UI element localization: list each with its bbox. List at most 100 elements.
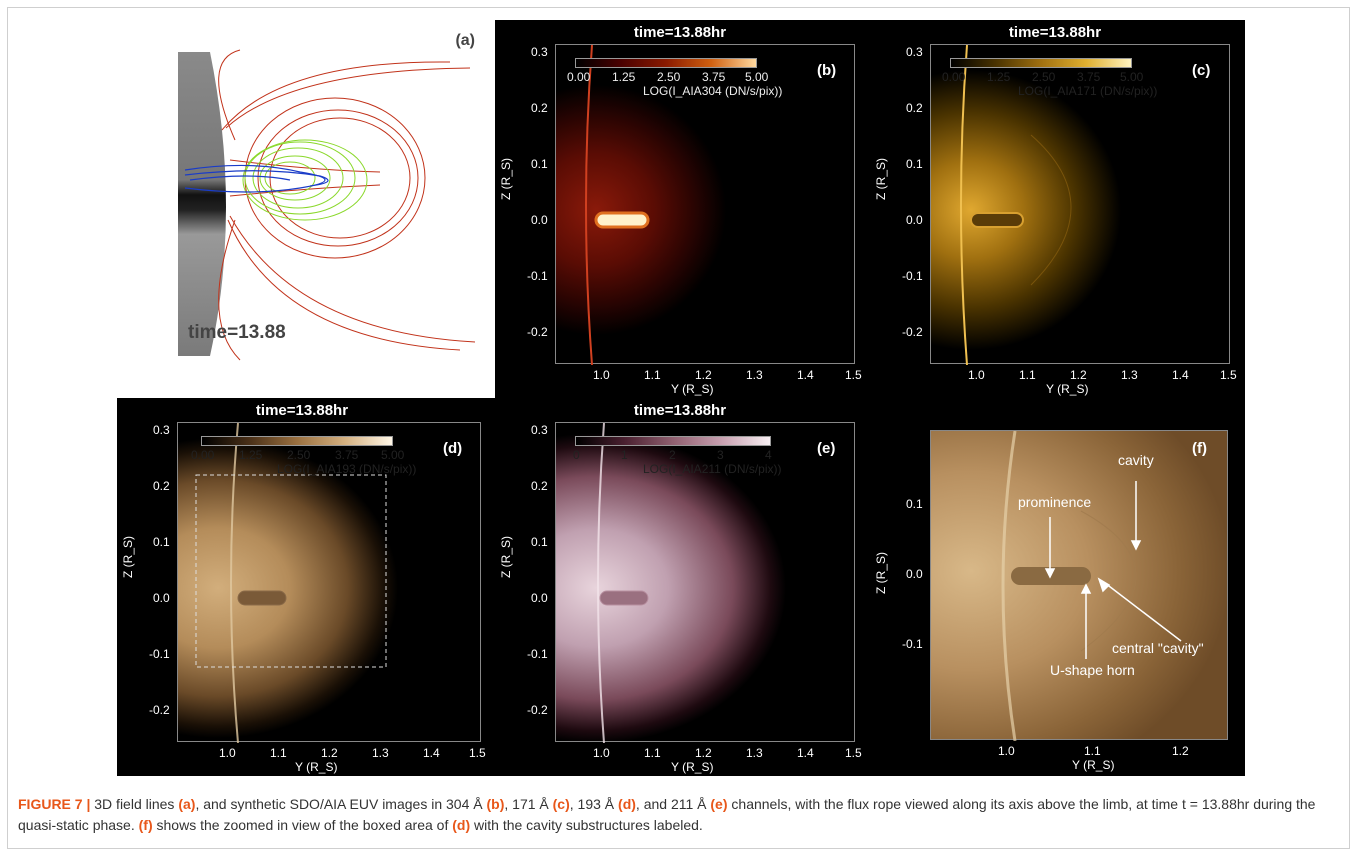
panel-c-xtick: 1.3: [1121, 368, 1138, 382]
panel-d-cb-tick: 1.25: [239, 448, 263, 462]
panel-d-ytick: 0.3: [153, 423, 170, 437]
panel-b-xlabel: Y (R_S): [671, 382, 714, 396]
panel-c-colorbar: [950, 58, 1132, 68]
panel-b-xtick: 1.1: [644, 368, 661, 382]
panel-b-ytick: -0.2: [527, 325, 548, 339]
panel-c-cb-tick: 2.50: [1032, 70, 1056, 84]
panel-e-cb-tick: 4: [765, 448, 772, 462]
panel-b-ytick: 0.0: [531, 213, 548, 227]
panel-e-ytick: 0.1: [531, 535, 548, 549]
panel-c-ytick: 0.3: [906, 45, 923, 59]
caption-ref-e: (e): [710, 796, 728, 812]
panel-e-cb-tick: 3: [717, 448, 724, 462]
annotation-prominence: prominence: [1018, 494, 1092, 510]
panel-d-xtick: 1.2: [321, 746, 338, 760]
panel-c-ytick: 0.1: [906, 157, 923, 171]
panel-b-ylabel: Z (R_S): [499, 158, 513, 200]
panel-d-ytick: 0.0: [153, 591, 170, 605]
panel-f-xtick: 1.0: [998, 744, 1015, 758]
annotation-central-cavity: central "cavity": [1112, 640, 1204, 656]
panel-b-cb-tick: 5.00: [745, 70, 769, 84]
panel-f-ylabel: Z (R_S): [874, 552, 888, 594]
panel-b-cb-tick: 1.25: [612, 70, 636, 84]
panel-c-xtick: 1.4: [1172, 368, 1189, 382]
caption-text: , and 211 Å: [635, 796, 711, 812]
caption-ref-b: (b): [486, 796, 505, 812]
panel-b-ytick: -0.1: [527, 269, 548, 283]
panel-c-xtick: 1.2: [1070, 368, 1087, 382]
panel-e-image: [555, 422, 855, 743]
panel-c-label: (c): [1192, 62, 1211, 79]
panel-f-xlabel: Y (R_S): [1072, 758, 1115, 772]
caption-ref-a: (a): [178, 796, 196, 812]
panel-e-xtick: 1.2: [695, 746, 712, 760]
panel-d-ytick: 0.2: [153, 479, 170, 493]
panel-d-cb-title: LOG(I_AIA193 (DN/s/pix)): [277, 462, 417, 476]
panel-d-xtick: 1.3: [372, 746, 389, 760]
caption-text: , 171 Å: [504, 796, 553, 812]
caption-text: shows the zoomed in view of the boxed ar…: [152, 817, 453, 833]
panel-c-xtick: 1.0: [968, 368, 985, 382]
panel-e-ytick: 0.3: [531, 423, 548, 437]
panel-d-cb-tick: 0.00: [191, 448, 215, 462]
caption-ref-d2: (d): [452, 817, 471, 833]
panel-c-xtick: 1.1: [1019, 368, 1036, 382]
caption-figure-label: FIGURE 7 |: [18, 796, 91, 812]
caption-text: , 193 Å: [569, 796, 619, 812]
caption-text: channels, with the flux rope viewed alon…: [18, 796, 1316, 833]
panel-e-ytick: 0.2: [531, 479, 548, 493]
panel-f-image: [930, 430, 1228, 741]
panel-d-ytick: -0.2: [149, 703, 170, 717]
panel-b-cb-title: LOG(I_AIA304 (DN/s/pix)): [643, 84, 783, 98]
panel-d-time: time=13.88hr: [255, 402, 349, 419]
panel-d: time=13.88hr 0.00 1.25 2.50 3.75 5.00 LO…: [117, 398, 495, 776]
panel-d-cb-tick: 5.00: [381, 448, 405, 462]
panel-d-cb-tick: 3.75: [335, 448, 359, 462]
panel-e-cb-title: LOG(I_AIA211 (DN/s/pix)): [643, 462, 782, 476]
panel-f: (f) cavity prominence central "cavity" U…: [870, 398, 1245, 776]
annotation-cavity: cavity: [1118, 452, 1154, 468]
panel-f-label: (f): [1192, 440, 1207, 457]
panel-f-xtick: 1.1: [1084, 744, 1101, 758]
panel-d-xtick: 1.1: [270, 746, 287, 760]
annotation-u-shape-horn: U-shape horn: [1050, 662, 1135, 678]
panel-d-xlabel: Y (R_S): [295, 760, 338, 774]
panel-c-cb-tick: 1.25: [987, 70, 1011, 84]
caption-ref-c: (c): [552, 796, 570, 812]
panel-f-ytick: 0.0: [906, 567, 923, 581]
panel-b-xtick: 1.4: [797, 368, 814, 382]
panel-c-xtick: 1.5: [1220, 368, 1237, 382]
panel-b-ytick: 0.2: [531, 101, 548, 115]
panel-c-cb-title: LOG(I_AIA171 (DN/s/pix)): [1018, 84, 1158, 98]
panel-b-xtick: 1.0: [593, 368, 610, 382]
panel-e-ytick: 0.0: [531, 591, 548, 605]
panel-e-ytick: -0.2: [527, 703, 548, 717]
caption-text: with the cavity substructures labeled.: [470, 817, 703, 833]
panel-b-xtick: 1.3: [746, 368, 763, 382]
panel-c-xlabel: Y (R_S): [1046, 382, 1089, 396]
panel-c-ytick: 0.2: [906, 101, 923, 115]
panel-b-xtick: 1.2: [695, 368, 712, 382]
panel-e-ytick: -0.1: [527, 647, 548, 661]
panel-d-ylabel: Z (R_S): [121, 536, 135, 578]
panel-e-cb-tick: 1: [621, 448, 628, 462]
panel-b-cb-tick: 2.50: [657, 70, 681, 84]
caption-ref-d: (d): [618, 796, 636, 812]
panel-b-xtick: 1.5: [845, 368, 862, 382]
panel-d-xtick: 1.5: [469, 746, 486, 760]
panel-b-label: (b): [817, 62, 837, 79]
panel-e-colorbar: [575, 436, 771, 446]
panel-a-time: time=13.88: [188, 322, 286, 343]
panel-e-label: (e): [817, 440, 836, 457]
panel-c: time=13.88hr 0.00 1.25 2.50 3.75 5.00 LO…: [870, 20, 1245, 400]
caption-ref-f: (f): [138, 817, 153, 833]
panel-c-ytick: -0.1: [902, 269, 923, 283]
panel-f-xtick: 1.2: [1172, 744, 1189, 758]
panel-d-ytick: 0.1: [153, 535, 170, 549]
panel-a-label: (a): [455, 32, 475, 49]
panel-d-image: [177, 422, 481, 743]
panel-d-label: (d): [443, 440, 463, 457]
caption-text: , and synthetic SDO/AIA EUV images in 30…: [195, 796, 487, 812]
panel-c-time: time=13.88hr: [1008, 24, 1102, 41]
figure-caption: FIGURE 7 | 3D field lines (a), and synth…: [18, 794, 1338, 836]
